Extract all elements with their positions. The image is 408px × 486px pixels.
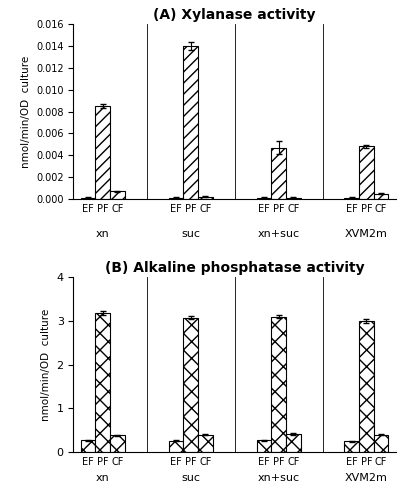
Bar [81,198,95,199]
Bar [198,197,213,199]
Bar [374,434,388,452]
Title: (A) Xylanase activity: (A) Xylanase activity [153,8,316,22]
Bar [198,434,213,452]
Text: xn+suc: xn+suc [257,473,299,483]
Text: xn+suc: xn+suc [257,229,299,239]
Bar [95,313,110,452]
Text: XVM2m: XVM2m [345,229,388,239]
Bar [344,198,359,199]
Text: suc: suc [181,473,200,483]
Bar [183,46,198,199]
Bar [344,441,359,452]
Bar [169,198,183,199]
Bar [110,435,125,452]
Text: XVM2m: XVM2m [345,473,388,483]
Text: xn: xn [96,473,110,483]
Bar [110,191,125,199]
Bar [169,441,183,452]
Y-axis label: nmol/min/OD  culture: nmol/min/OD culture [20,55,31,168]
Bar [271,317,286,452]
Y-axis label: nmol/min/OD  culture: nmol/min/OD culture [41,309,51,421]
Bar [374,194,388,199]
Bar [81,440,95,452]
Bar [286,434,301,452]
Bar [95,106,110,199]
Bar [359,321,374,452]
Title: (B) Alkaline phosphatase activity: (B) Alkaline phosphatase activity [105,261,364,275]
Text: xn: xn [96,229,110,239]
Bar [359,146,374,199]
Bar [257,440,271,452]
Bar [286,198,301,199]
Bar [183,317,198,452]
Bar [271,148,286,199]
Bar [257,198,271,199]
Text: suc: suc [181,229,200,239]
